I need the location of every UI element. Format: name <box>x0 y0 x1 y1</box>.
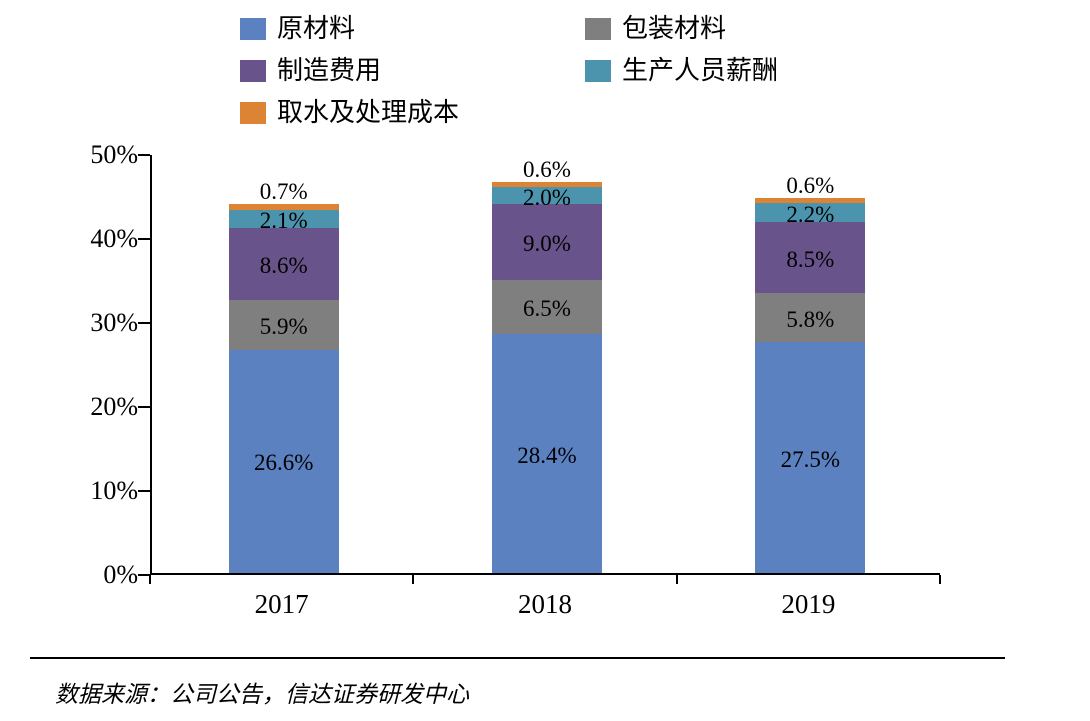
bar-segment <box>228 300 339 350</box>
bar-segment <box>492 204 602 280</box>
bar-value-label: 28.4% <box>517 442 577 468</box>
bar-segment <box>755 198 866 204</box>
y-tick-label: 0% <box>103 560 138 589</box>
source-note: 数据来源：公司公告，信达证券研发中心 <box>55 682 469 707</box>
y-tick-label: 10% <box>90 476 138 505</box>
legend-item-5: 取水及处理成本 <box>240 100 459 126</box>
bar-value-label: 0.6% <box>786 173 835 199</box>
y-tick-label: 20% <box>90 392 138 421</box>
bar-segment <box>755 342 866 573</box>
legend-item-3: 制造费用 <box>240 58 381 84</box>
x-category-label: 2017 <box>254 589 309 619</box>
legend-swatch-icon <box>240 18 266 40</box>
y-tick-mark <box>138 574 150 576</box>
bar-segment <box>492 279 602 335</box>
x-tick-mark <box>675 575 678 584</box>
bar-segment <box>755 203 866 222</box>
y-tick-label: 30% <box>90 308 138 337</box>
bar-value-label: 5.9% <box>259 313 308 339</box>
bar-value-label: 2.1% <box>259 207 308 233</box>
bar-value-label: 27.5% <box>780 446 841 472</box>
x-tick-mark <box>412 575 415 584</box>
legend-series-label: 制造费用 <box>277 56 382 85</box>
legend-swatch-icon <box>585 60 611 82</box>
bar-value-label: 8.6% <box>259 252 308 278</box>
y-tick-mark <box>138 238 150 240</box>
legend-item-2: 包装材料 <box>585 16 726 42</box>
bar-value-label: 8.5% <box>786 246 835 272</box>
legend-series-label: 取水及处理成本 <box>277 98 460 127</box>
legend-item-4: 生产人员薪酬 <box>585 58 778 84</box>
bar-value-label: 2.0% <box>523 184 571 210</box>
bar-value-label: 2.2% <box>786 201 835 227</box>
y-tick-label: 50% <box>90 140 138 169</box>
y-tick-label: 40% <box>90 224 138 253</box>
x-tick-mark <box>149 575 151 584</box>
y-tick-mark <box>138 406 150 408</box>
bar-segment <box>492 182 602 188</box>
bar-segment <box>228 227 339 300</box>
bar-segment <box>228 210 339 228</box>
legend-item-1: 原材料 <box>240 16 355 42</box>
legend-swatch-icon <box>240 102 266 124</box>
x-category-label: 2019 <box>781 589 836 619</box>
y-tick-mark <box>138 154 150 156</box>
bar-segment <box>228 204 339 211</box>
legend-series-label: 包装材料 <box>622 14 727 43</box>
legend-swatch-icon <box>585 18 611 40</box>
bar-segment <box>755 221 866 294</box>
plot-area: 26.6% 5.9% 8.6% 2.1% 0.7% 28.4% 6.5% 9.0% 2.0% 0.… <box>150 155 940 575</box>
legend-series-label: 原材料 <box>277 14 356 43</box>
bar-segment <box>492 187 602 205</box>
bar-value-label: 6.5% <box>523 296 571 322</box>
bar-value-label: 5.8% <box>786 306 835 332</box>
legend-swatch-icon <box>240 60 266 82</box>
bar-segment <box>492 334 602 573</box>
y-tick-mark <box>138 490 150 492</box>
x-category-label: 2018 <box>518 589 572 619</box>
source-divider <box>30 657 1005 659</box>
y-tick-mark <box>138 322 150 324</box>
x-tick-mark <box>939 575 941 584</box>
bar-value-label: 9.0% <box>523 231 571 257</box>
bar-value-label: 0.6% <box>523 157 571 183</box>
bar-value-label: 0.7% <box>259 179 308 205</box>
bar-value-label: 26.6% <box>253 450 314 476</box>
bar-segment <box>228 349 339 573</box>
legend-series-label: 生产人员薪酬 <box>622 56 779 85</box>
bar-segment <box>755 293 866 342</box>
